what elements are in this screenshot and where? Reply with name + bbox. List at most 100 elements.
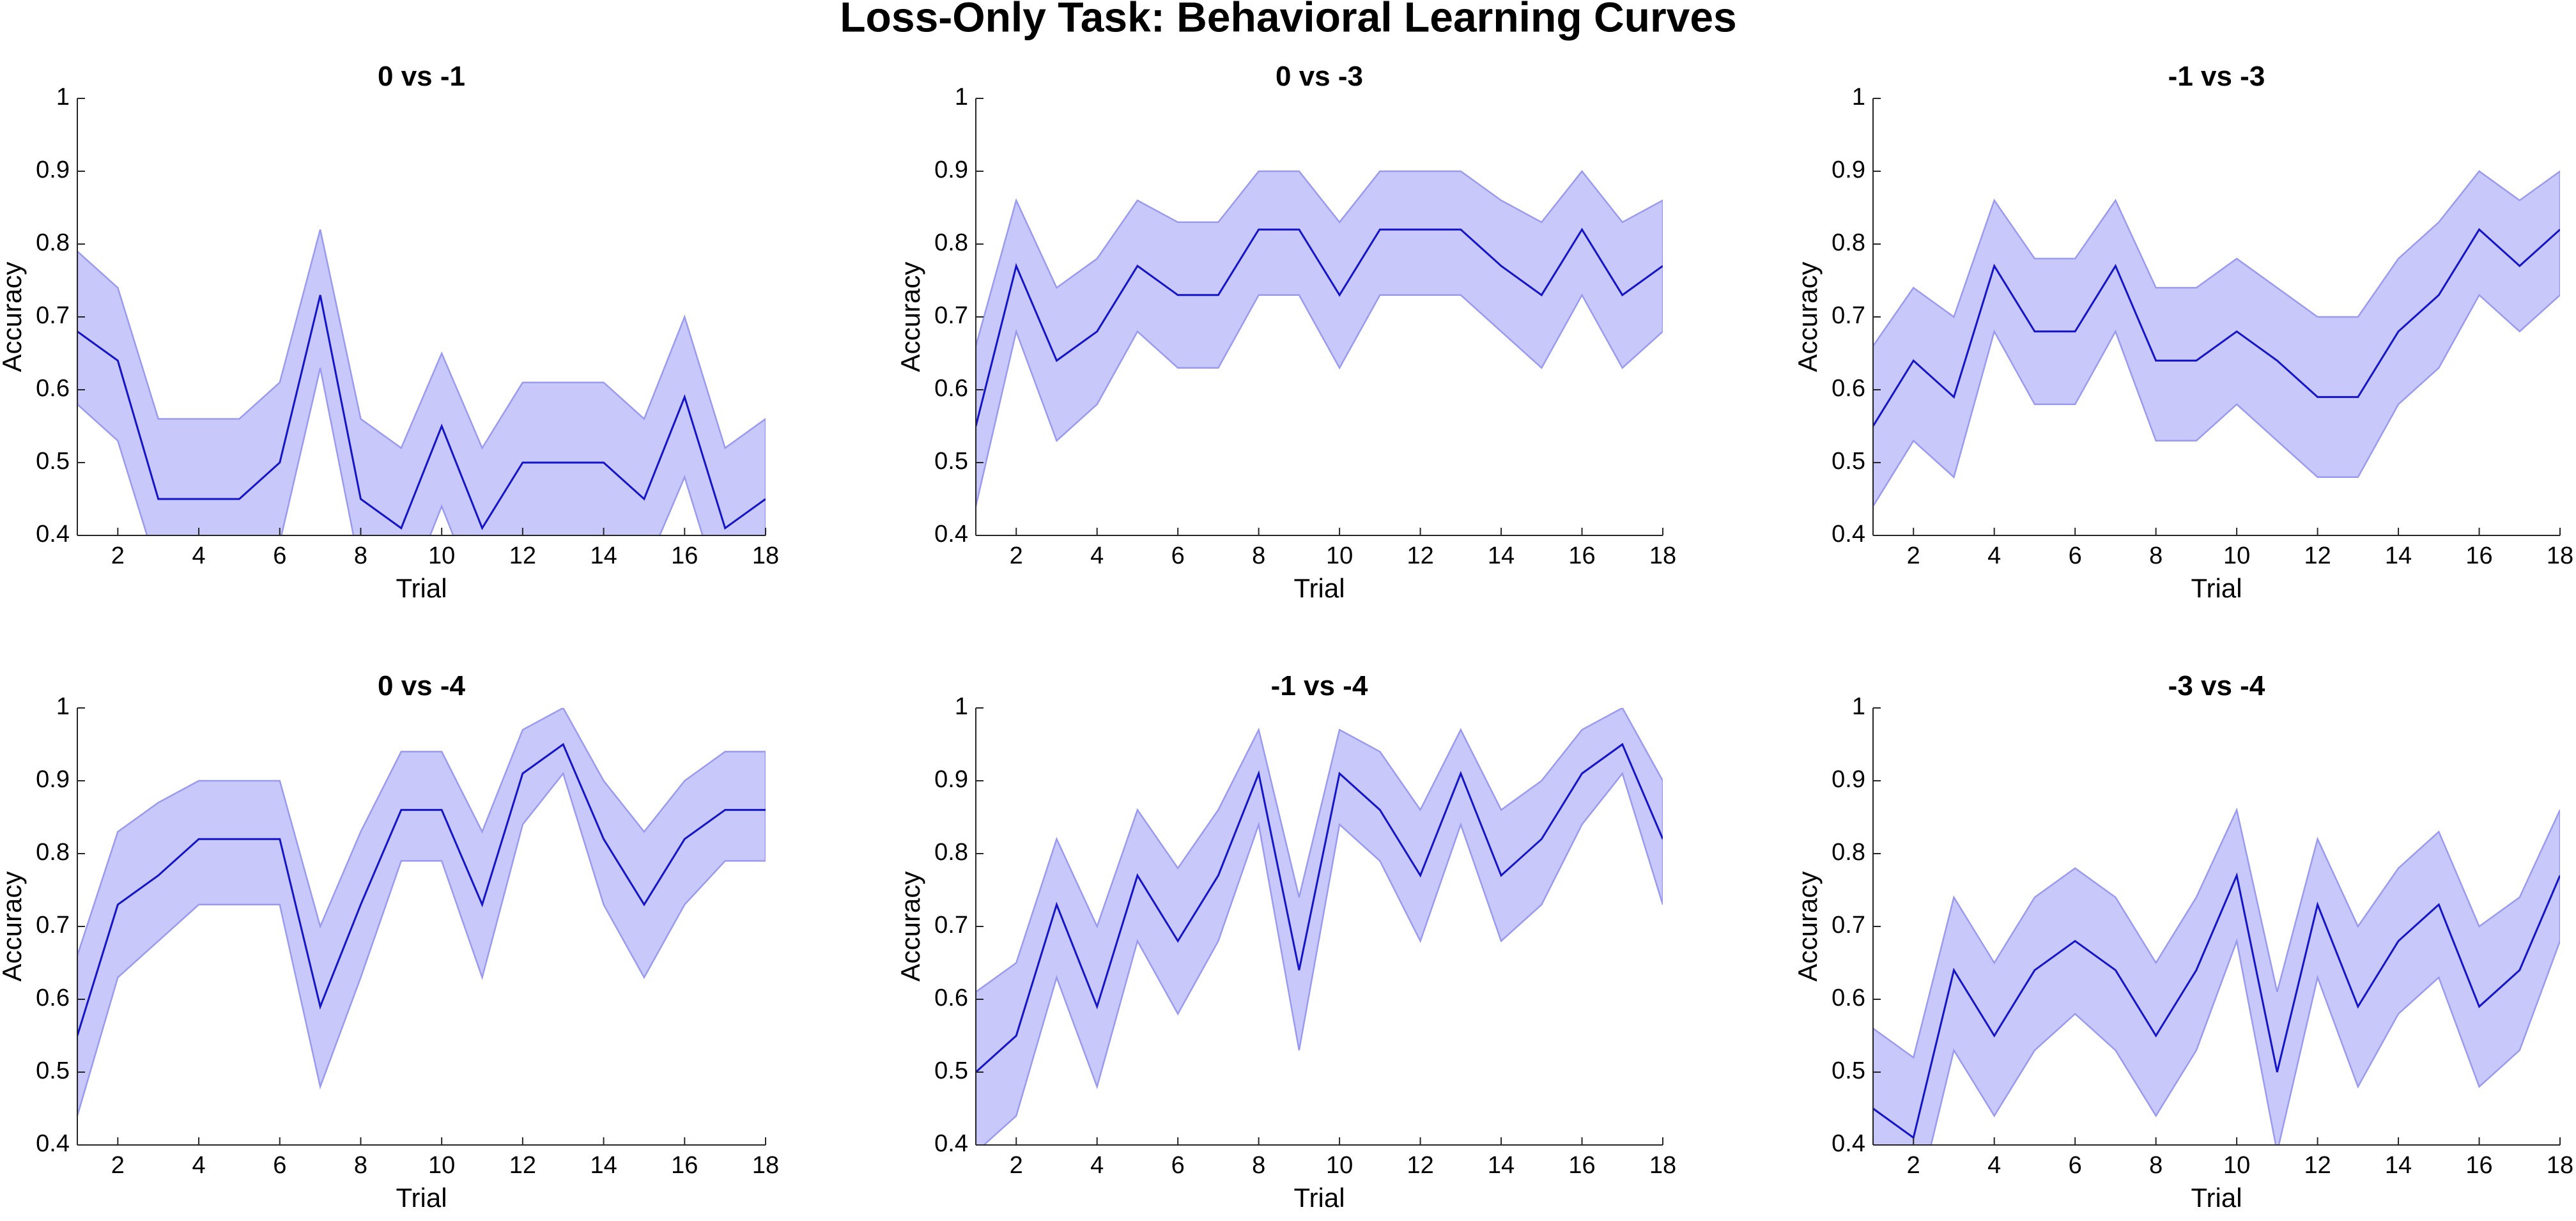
y-tick-label: 0.8 [36, 229, 70, 256]
confidence-band [976, 708, 1663, 1145]
mean-line [77, 742, 766, 1036]
subplot: 0.40.50.60.70.80.912 4 6 8 10 12 14 16 180 vs -3… [895, 61, 1676, 603]
x-tick-label: 12 [2304, 1152, 2331, 1179]
plot-area [1873, 807, 2560, 1145]
x-tick-label: 16 [1568, 1152, 1595, 1179]
x-tick-label: 14 [1488, 542, 1515, 569]
x-tick-label: 12 [1407, 542, 1433, 569]
x-tick-label: 14 [2385, 542, 2412, 569]
x-axis-label: Trial [396, 573, 447, 603]
y-tick-label: 1 [56, 84, 70, 111]
confidence-band [77, 229, 766, 535]
x-tick-label: 4 [1987, 1152, 2001, 1179]
y-tick-label: 1 [955, 84, 968, 111]
mean-line [976, 227, 1663, 427]
confidence-band [77, 708, 766, 1116]
x-tick-label: 18 [1649, 1152, 1676, 1179]
y-tick-label: 0.8 [934, 839, 968, 866]
y-axis-label: Accuracy [0, 872, 27, 982]
y-tick-label: 1 [955, 693, 968, 720]
plot-area [976, 708, 1663, 1145]
x-tick-label: 12 [509, 1152, 536, 1179]
plot-area [976, 169, 1663, 507]
y-tick-label: 0.9 [1832, 157, 1865, 183]
y-tick-label: 0.5 [36, 448, 70, 475]
mean-line [1873, 872, 2560, 1140]
mean-line [77, 295, 766, 530]
x-tick-label: 14 [590, 542, 617, 569]
x-tick-label: 2 [1907, 1152, 1920, 1179]
y-tick-label: 0.7 [934, 302, 968, 329]
y-tick-label: 0.9 [36, 766, 70, 793]
x-tick-label: 14 [1488, 1152, 1515, 1179]
figure-title: Loss-Only Task: Behavioral Learning Curv… [840, 0, 1737, 40]
x-tick-label: 10 [428, 1152, 455, 1179]
subplot: 0.40.50.60.70.80.912 4 6 8 10 12 14 16 18-3 vs -… [1793, 670, 2573, 1213]
y-tick-label: 0.4 [934, 521, 968, 548]
y-axis-label: Accuracy [895, 262, 925, 372]
x-tick-label: 2 [111, 542, 125, 569]
x-tick-label: 4 [192, 542, 205, 569]
x-tick-label: 6 [273, 1152, 286, 1179]
x-tick-label: 18 [1649, 542, 1676, 569]
y-tick-label: 0.6 [1832, 985, 1865, 1011]
subplot-title: -3 vs -4 [2168, 670, 2265, 702]
y-tick-label: 0.4 [1832, 521, 1865, 548]
x-axis-label: Trial [396, 1183, 447, 1213]
x-tick-label: 8 [354, 1152, 367, 1179]
mean-line [976, 742, 1663, 1073]
plot-area [77, 708, 766, 1116]
x-tick-label: 4 [1987, 542, 2001, 569]
x-tick-label: 4 [192, 1152, 205, 1179]
y-tick-label: 0.5 [934, 448, 968, 475]
y-tick-label: 1 [1852, 84, 1865, 111]
y-tick-label: 0.5 [36, 1057, 70, 1084]
subplot: 0.40.50.60.70.80.912 4 6 8 10 12 14 16 180 vs -1… [0, 61, 779, 603]
x-axis-label: Trial [1293, 573, 1345, 603]
y-tick-label: 0.6 [36, 375, 70, 402]
x-tick-label: 6 [1171, 542, 1185, 569]
plot-area [77, 229, 766, 535]
x-tick-label: 10 [2223, 542, 2250, 569]
x-tick-label: 16 [671, 1152, 698, 1179]
x-tick-label: 12 [2304, 542, 2331, 569]
x-tick-label: 8 [2149, 1152, 2163, 1179]
y-tick-label: 0.5 [1832, 448, 1865, 475]
y-tick-label: 0.5 [1832, 1057, 1865, 1084]
y-tick-label: 0.4 [36, 1130, 70, 1157]
y-tick-label: 0.7 [1832, 302, 1865, 329]
y-axis-label: Accuracy [895, 872, 925, 982]
subplot-title: 0 vs -1 [378, 61, 465, 92]
y-tick-label: 0.9 [934, 766, 968, 793]
y-tick-label: 0.8 [1832, 839, 1865, 866]
subplot-title: 0 vs -3 [1276, 61, 1363, 92]
subplot-title: -1 vs -4 [1271, 670, 1368, 702]
x-tick-label: 10 [428, 542, 455, 569]
y-tick-label: 0.5 [934, 1057, 968, 1084]
x-tick-label: 2 [1907, 542, 1920, 569]
x-tick-label: 10 [2223, 1152, 2250, 1179]
x-tick-label: 6 [2069, 1152, 2082, 1179]
x-tick-label: 2 [111, 1152, 125, 1179]
subplot-title: 0 vs -4 [378, 670, 466, 702]
confidence-band [1873, 170, 2560, 508]
x-tick-label: 18 [2547, 1152, 2573, 1179]
subplot: 0.40.50.60.70.80.912 4 6 8 10 12 14 16 18-1 vs -… [1793, 61, 2573, 603]
y-axis-label: Accuracy [1793, 262, 1823, 372]
subplot: 0.40.50.60.70.80.912 4 6 8 10 12 14 16 18-1 vs -… [895, 670, 1676, 1213]
y-tick-label: 0.9 [1832, 766, 1865, 793]
mean-line [1873, 227, 2560, 427]
plot-area [1873, 170, 2560, 508]
subplot-title: -1 vs -3 [2168, 61, 2265, 92]
x-tick-label: 14 [2385, 1152, 2412, 1179]
y-tick-label: 0.4 [934, 1130, 968, 1157]
x-tick-label: 16 [671, 542, 698, 569]
x-tick-label: 2 [1010, 542, 1023, 569]
x-tick-label: 10 [1326, 542, 1353, 569]
y-axis-label: Accuracy [1793, 872, 1823, 982]
y-tick-label: 1 [1852, 693, 1865, 720]
y-tick-label: 0.6 [36, 985, 70, 1011]
x-tick-label: 6 [273, 542, 286, 569]
